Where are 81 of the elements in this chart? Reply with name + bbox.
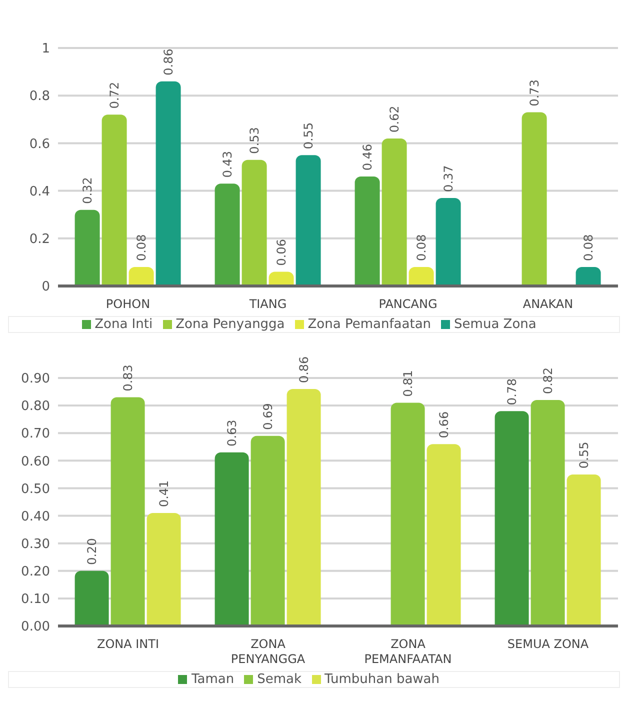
legend-label: Taman: [191, 672, 234, 687]
data-label: 0.43: [220, 150, 234, 178]
y-tick-label: 0.8: [29, 89, 50, 104]
bar: [354, 176, 380, 286]
bar: [426, 444, 461, 626]
legend-label: Zona Pemanfaatan: [308, 317, 432, 332]
data-label: 0.37: [441, 165, 456, 192]
data-label: 0.86: [161, 48, 176, 76]
legend-label: Zona Penyangga: [176, 317, 285, 332]
y-tick-label: 0.20: [21, 564, 50, 580]
data-label: 0.41: [156, 480, 171, 508]
bar: [102, 114, 127, 286]
data-label: 0.78: [504, 378, 519, 406]
y-tick-label: 0.40: [21, 509, 50, 524]
y-tick-label: 0.60: [21, 454, 50, 470]
x-tick-label: ANAKAN: [522, 297, 574, 311]
data-label: 0.86: [296, 356, 311, 384]
data-label: 0.55: [576, 442, 591, 468]
bar: [110, 397, 145, 626]
y-tick-label: 0.30: [21, 536, 50, 552]
bar: [74, 210, 100, 286]
bar: [242, 160, 267, 286]
bar: [566, 474, 601, 626]
y-tick-label: 0: [42, 280, 50, 295]
y-tick-label: 0.2: [29, 232, 50, 248]
legend-label: Tumbuhan bawah: [324, 672, 440, 687]
bar: [146, 513, 181, 626]
x-tick-label: ZONA INTI: [96, 637, 160, 651]
data-label: 0.32: [80, 177, 94, 204]
y-tick-label: 0.00: [21, 620, 50, 635]
data-label: 0.62: [387, 106, 402, 132]
data-label: 0.63: [224, 420, 239, 446]
x-tick-label: PANCANG: [378, 297, 438, 311]
bar: [156, 81, 181, 286]
bar: [286, 389, 321, 626]
data-label: 0.83: [120, 364, 135, 392]
data-label: 0.66: [436, 411, 451, 438]
bar: [214, 452, 249, 626]
y-tick-label: 0.90: [21, 372, 50, 387]
data-label: 0.08: [581, 234, 596, 261]
bar: [576, 266, 601, 286]
data-label: 0.81: [400, 370, 415, 397]
bar: [268, 272, 294, 286]
y-tick-label: 0.50: [21, 482, 50, 497]
data-label: 0.55: [301, 122, 316, 150]
data-label: 0.20: [84, 538, 99, 565]
x-tick-label: POHON: [106, 297, 150, 311]
x-tick-label: ZONA PENYANGGA: [230, 637, 306, 666]
bar: [494, 411, 529, 626]
data-label: 0.73: [527, 80, 542, 106]
x-tick-label: ZONA PEMANFAATAN: [364, 637, 452, 666]
bar: [250, 436, 285, 626]
data-label: 0.82: [540, 367, 555, 394]
x-tick-label: SEMUA ZONA: [507, 637, 590, 651]
bar: [128, 266, 154, 286]
bar: [214, 184, 240, 286]
data-label: 0.53: [247, 127, 262, 154]
bar: [408, 266, 434, 286]
data-label: 0.69: [260, 403, 275, 430]
data-label: 0.08: [414, 234, 428, 261]
legend-label: Semak: [257, 672, 302, 687]
bar: [530, 400, 565, 626]
data-label: 0.46: [360, 144, 374, 171]
y-tick-label: 0.4: [29, 184, 50, 200]
y-tick-label: 1: [42, 42, 50, 57]
data-label: 0.08: [134, 234, 148, 261]
x-tick-label: TIANG: [248, 297, 287, 311]
bar: [74, 570, 109, 626]
y-tick-label: 0.80: [21, 399, 50, 414]
bar: [382, 138, 407, 286]
bar: [390, 402, 425, 626]
data-label: 0.06: [274, 239, 288, 266]
y-tick-label: 0.70: [21, 426, 50, 442]
bar: [296, 155, 321, 286]
data-label: 0.72: [107, 82, 122, 109]
bar: [436, 198, 461, 286]
bar: [522, 112, 547, 286]
legend-label: Zona Inti: [94, 317, 153, 332]
legend-label: Semua Zona: [454, 317, 536, 332]
y-tick-label: 0.10: [21, 592, 50, 608]
y-tick-label: 0.6: [29, 136, 50, 152]
